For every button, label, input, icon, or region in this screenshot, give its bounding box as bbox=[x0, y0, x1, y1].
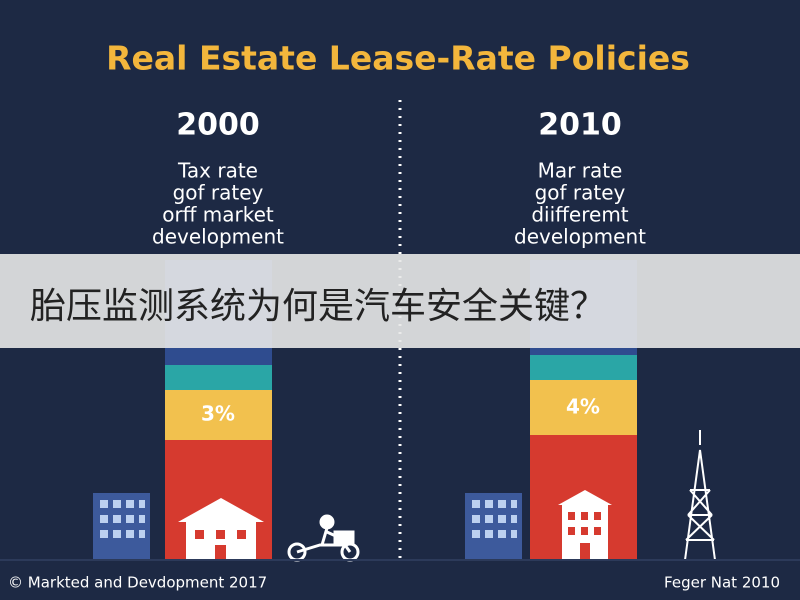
panel-line: gof ratey bbox=[535, 181, 626, 205]
bar-label: 3% bbox=[201, 402, 235, 426]
footer-right: Feger Nat 2010 bbox=[664, 574, 780, 592]
house-icon bbox=[178, 498, 264, 560]
house-icon bbox=[558, 490, 612, 560]
year: 2010 bbox=[538, 108, 622, 143]
title: Real Estate Lease-Rate Policies bbox=[106, 39, 690, 78]
panel-line: development bbox=[152, 225, 284, 249]
panel-line: development bbox=[514, 225, 646, 249]
building-icon bbox=[93, 493, 150, 560]
year: 2000 bbox=[176, 108, 260, 143]
panel-line: Tax rate bbox=[177, 159, 258, 183]
panel-line: diifferemt bbox=[531, 203, 628, 227]
building-icon bbox=[465, 493, 522, 560]
banner-text: 胎压监测系统为何是汽车安全关键？ bbox=[30, 286, 606, 327]
panel-line: orff market bbox=[162, 203, 274, 227]
panel-line: Mar rate bbox=[538, 159, 623, 183]
panel-line: gof ratey bbox=[173, 181, 264, 205]
tower-icon bbox=[684, 430, 716, 561]
banner bbox=[0, 254, 800, 348]
footer-left: © Markted and Devdopment 2017 bbox=[8, 574, 267, 592]
bar-label: 4% bbox=[566, 395, 600, 419]
